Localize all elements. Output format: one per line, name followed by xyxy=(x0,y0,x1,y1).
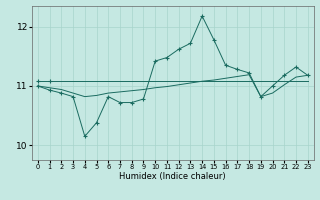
X-axis label: Humidex (Indice chaleur): Humidex (Indice chaleur) xyxy=(119,172,226,181)
